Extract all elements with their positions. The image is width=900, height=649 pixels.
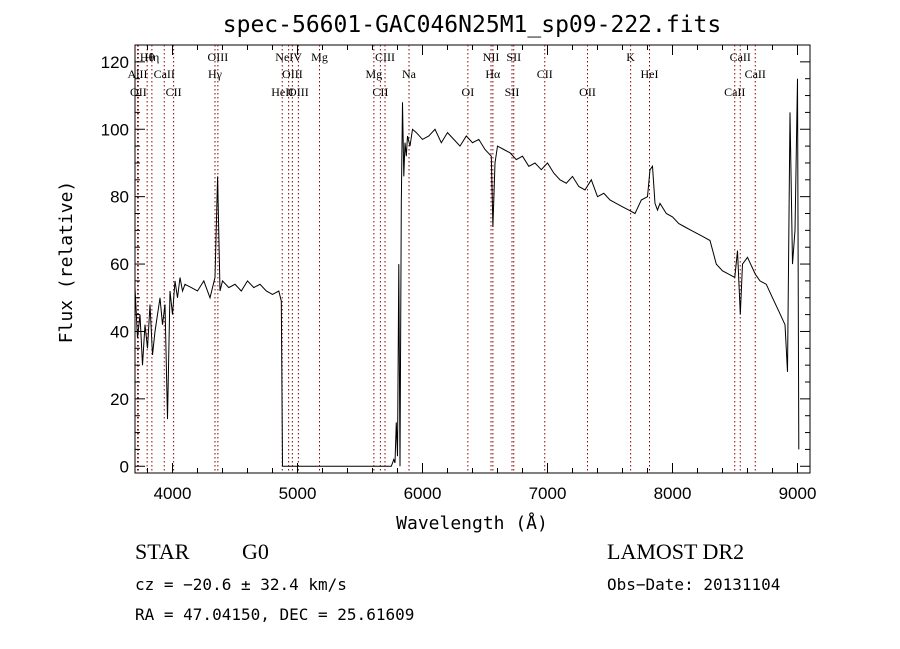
y-tick-label: 20 (110, 390, 129, 409)
x-tick-label: 6000 (404, 484, 442, 503)
line-label: CII (537, 67, 553, 81)
line-label: HeII (271, 85, 293, 99)
line-label: HeI (641, 67, 659, 81)
spectral-line-labels: Hθ AlII OII Hη CaII CII OIII Hγ HeII NeIV OIII OIII… (128, 50, 766, 99)
spectrum-line (134, 78, 800, 467)
line-label: Na (402, 67, 417, 81)
line-label: AlII (128, 67, 148, 81)
coordinates: RA = 47.04150, DEC = 25.61609 (135, 605, 414, 624)
line-label: CaII (154, 67, 175, 81)
x-tick-label: 4000 (154, 484, 192, 503)
plot-frame (134, 44, 811, 474)
line-label: OI (462, 85, 475, 99)
line-label: OIII (282, 67, 303, 81)
line-label: CII (372, 85, 388, 99)
observation-date: Obs−Date: 20131104 (607, 575, 780, 594)
line-label: CaII (724, 85, 745, 99)
y-tick-label: 80 (110, 188, 129, 207)
x-tick-label: 8000 (654, 484, 692, 503)
line-label: Hα (485, 67, 501, 81)
redshift-info: cz = −20.6 ± 32.4 km/s (135, 575, 347, 594)
line-label: K (626, 50, 635, 64)
line-label: Mg (366, 67, 383, 81)
line-label: Hη (144, 50, 159, 64)
survey-name: LAMOST DR2 (607, 539, 744, 564)
line-label: NII (483, 50, 500, 64)
y-tick-label: 0 (120, 457, 129, 476)
object-class: STAR (135, 539, 190, 564)
spectral-line-markers (137, 45, 756, 473)
y-axis-label: Flux (relative) (56, 181, 77, 344)
y-tick-label: 40 (110, 322, 129, 341)
x-tick-label: 9000 (779, 484, 817, 503)
y-tick-label: 60 (110, 255, 129, 274)
line-label: OII (579, 85, 596, 99)
y-tick-label: 100 (101, 120, 129, 139)
chart-title: spec-56601-GAC046N25M1_sp09-222.fits (223, 12, 722, 38)
y-axis: 0 20 40 60 80 100 120 (101, 53, 810, 476)
x-tick-label: 5000 (279, 484, 317, 503)
line-label: SII (505, 85, 520, 99)
line-label: SII (506, 50, 521, 64)
line-label: OIII (208, 50, 229, 64)
line-label: Hγ (208, 67, 223, 81)
line-label: Hθ (140, 50, 155, 64)
x-axis-label: Wavelength (Å) (396, 512, 548, 534)
line-label: CaII (745, 67, 766, 81)
line-label: Mg (311, 50, 328, 64)
object-subclass: G0 (242, 539, 269, 564)
x-tick-label: 7000 (529, 484, 567, 503)
x-axis: 4000 5000 6000 7000 8000 9000 (147, 45, 817, 503)
line-label: CaII (730, 50, 751, 64)
line-label: OII (130, 85, 147, 99)
line-label: CIII (375, 50, 395, 64)
line-label: NeIV (275, 50, 302, 64)
y-tick-label: 120 (101, 53, 129, 72)
line-label: OIII (288, 85, 309, 99)
line-label: CII (166, 85, 182, 99)
